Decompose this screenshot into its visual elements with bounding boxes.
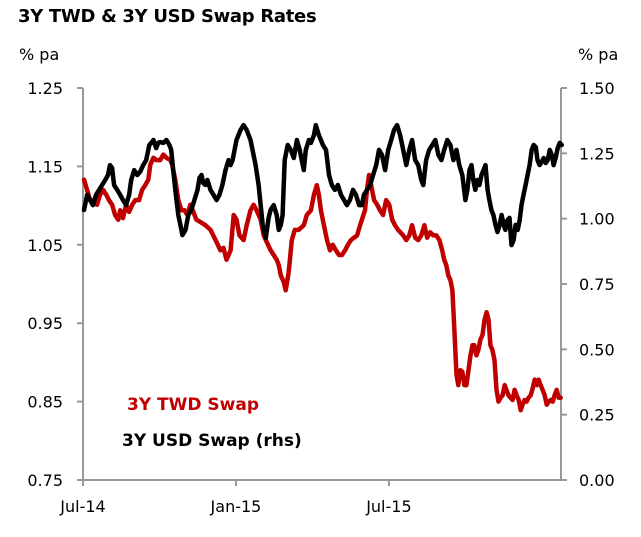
left-axis-unit-label: % pa (19, 45, 60, 64)
x-axis-tick-label: Jul-14 (59, 497, 105, 516)
right-axis-tick-label: 0.75 (579, 275, 615, 294)
left-axis-tick-label: 1.05 (27, 236, 63, 255)
legend: 3Y TWD Swap 3Y USD Swap (rhs) (122, 395, 302, 451)
right-axis-unit-label: % pa (578, 45, 619, 64)
left-axis-tick-label: 0.75 (27, 471, 63, 490)
series-line-usd-swap (81, 122, 565, 248)
right-axis-tick-label: 0.00 (579, 471, 615, 490)
right-axis-tick-label: 1.00 (579, 210, 615, 229)
left-axis-tick-label: 0.95 (27, 314, 63, 333)
right-axis-tick-label: 1.50 (579, 79, 615, 98)
x-axis-tick-label: Jul-15 (365, 497, 411, 516)
right-axis-tick-label: 1.25 (579, 144, 615, 163)
chart-title: 3Y TWD & 3Y USD Swap Rates (18, 6, 317, 27)
tick-labels: 1.25 1.15 1.05 0.95 0.85 0.75 1.50 1.25 1.00 0.75… (27, 79, 614, 516)
right-axis-tick-label: 0.25 (579, 406, 615, 425)
right-axis-tick-label: 0.50 (579, 340, 615, 359)
series-lines (81, 122, 565, 413)
left-axis-tick-label: 1.25 (27, 79, 63, 98)
legend-item-usd-swap: 3Y USD Swap (rhs) (122, 431, 302, 451)
left-axis-tick-label: 1.15 (27, 157, 63, 176)
left-axis-tick-label: 0.85 (27, 393, 63, 412)
axes (77, 87, 567, 486)
legend-item-twd-swap: 3Y TWD Swap (127, 395, 259, 415)
x-axis-tick-label: Jan-15 (210, 497, 262, 516)
